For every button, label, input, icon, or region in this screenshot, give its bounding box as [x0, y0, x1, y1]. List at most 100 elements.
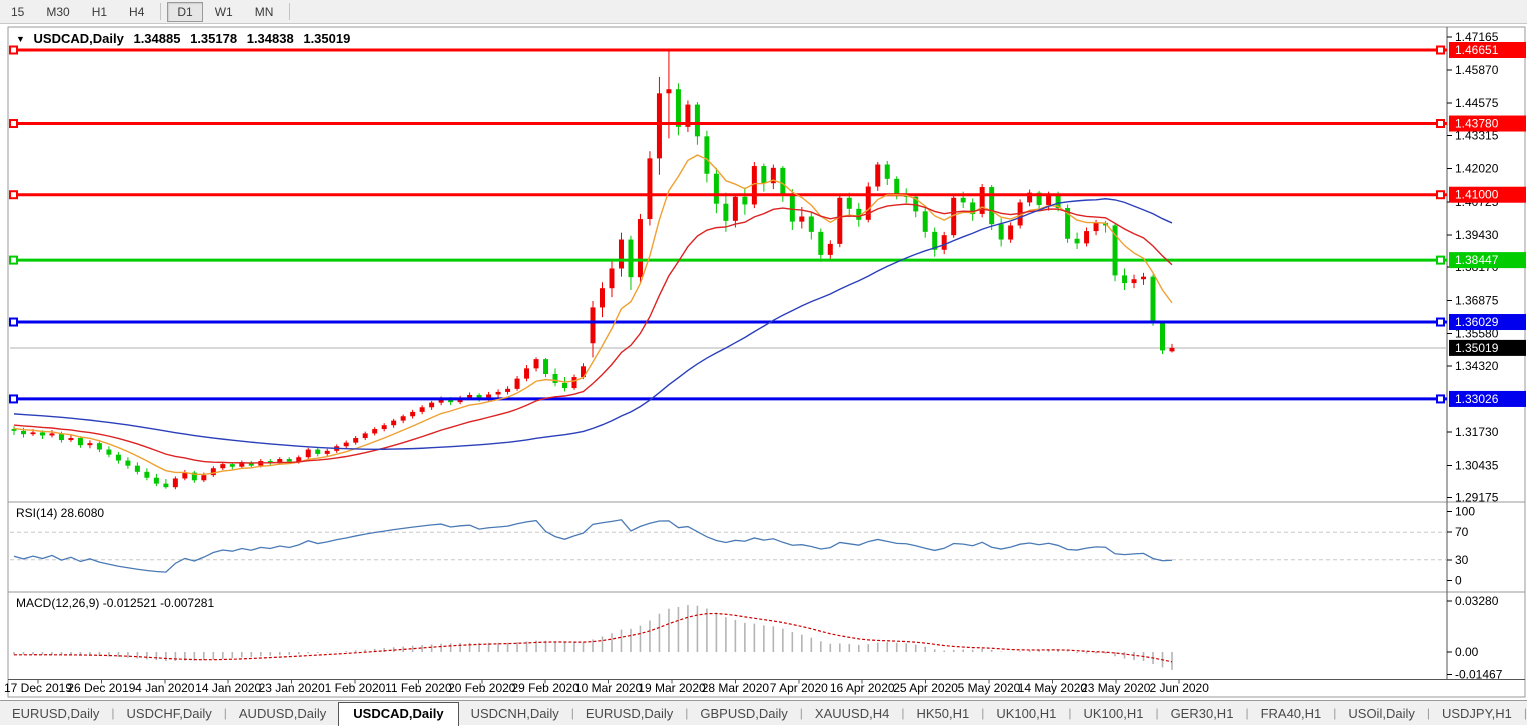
candle-body	[306, 450, 311, 458]
macd-signal-line	[14, 613, 1172, 661]
candle-body	[723, 204, 728, 221]
timeframe-m15-button[interactable]: 15	[1, 2, 34, 22]
ohlc-low: 1.34838	[247, 31, 294, 46]
line-handle[interactable]	[10, 47, 17, 54]
timeframe-h4-button[interactable]: H4	[119, 2, 154, 22]
tab-gbpusd-daily[interactable]: GBPUSD,Daily	[688, 703, 799, 725]
rsi-tick-label: 30	[1455, 553, 1469, 567]
line-handle[interactable]	[10, 120, 17, 127]
candle-body	[315, 450, 320, 454]
candle-body	[961, 198, 966, 203]
timeframe-w1-button[interactable]: W1	[205, 2, 243, 22]
rsi-tick-label: 70	[1455, 525, 1469, 539]
line-handle[interactable]	[10, 395, 17, 402]
line-handle[interactable]	[10, 319, 17, 326]
tab-eurusd-daily[interactable]: EURUSD,Daily	[574, 703, 685, 725]
line-handle[interactable]	[1437, 191, 1444, 198]
tab-usdjpy-h1[interactable]: USDJPY,H1	[1430, 703, 1524, 725]
candles-group[interactable]	[12, 49, 1175, 489]
chart-frame	[8, 27, 1525, 697]
line-handle[interactable]	[1437, 395, 1444, 402]
candle-body	[572, 377, 577, 388]
candle-body	[818, 232, 823, 255]
candle-body	[30, 432, 35, 434]
candle-body	[87, 443, 92, 445]
date-label: 1 Feb 2020	[325, 681, 386, 695]
line-handle[interactable]	[10, 191, 17, 198]
price-level-badge-text: 1.43780	[1455, 117, 1499, 131]
candle-body	[628, 240, 633, 278]
rsi-tick-label: 0	[1455, 574, 1462, 588]
candle-body	[591, 307, 596, 343]
candle-body	[894, 179, 899, 194]
line-handle[interactable]	[1437, 47, 1444, 54]
tab-uk100-h1[interactable]: UK100,H1	[1071, 703, 1155, 725]
timeframe-mn-button[interactable]: MN	[245, 2, 284, 22]
candle-body	[1122, 275, 1127, 283]
candle-body	[1008, 225, 1013, 239]
hlines-group	[10, 47, 1447, 403]
candle-body	[391, 421, 396, 426]
candle-body	[201, 475, 206, 480]
tab-hk50-h1[interactable]: HK50,H1	[904, 703, 981, 725]
candle-body	[989, 187, 994, 224]
date-label: 7 Apr 2020	[770, 681, 828, 695]
line-handle[interactable]	[1437, 257, 1444, 264]
tab-usdchf-daily[interactable]: USDCHF,Daily	[115, 703, 224, 725]
candle-body	[325, 451, 330, 454]
candle-body	[344, 443, 349, 447]
candle-body	[714, 174, 719, 204]
candle-body	[220, 464, 225, 468]
price-level-badge-text: 1.38447	[1455, 253, 1499, 267]
candle-body	[97, 443, 102, 449]
candle-body	[173, 478, 178, 487]
candle-body	[1170, 348, 1175, 351]
tab-ger30-h1[interactable]: GER30,H1	[1159, 703, 1246, 725]
tab-xauusd-h4[interactable]: XAUUSD,H4	[803, 703, 901, 725]
tab-usdcad-daily[interactable]: USDCAD,Daily	[338, 702, 458, 726]
tab-eurusd-daily[interactable]: EURUSD,Daily	[0, 703, 111, 725]
candle-body	[828, 244, 833, 255]
chart-header: ▼ USDCAD,Daily 1.34885 1.35178 1.34838 1…	[16, 31, 350, 46]
candle-body	[647, 158, 652, 219]
macd-indicator-label: MACD(12,26,9) -0.012521 -0.007281	[16, 596, 214, 610]
macd-tick-label: 0.00	[1455, 645, 1479, 659]
ohlc-close: 1.35019	[303, 31, 350, 46]
date-label: 23 May 2020	[1081, 681, 1151, 695]
timeframe-m30-button[interactable]: M30	[36, 2, 79, 22]
timeframe-h1-button[interactable]: H1	[82, 2, 117, 22]
candle-body	[496, 392, 501, 395]
candle-body	[230, 464, 235, 467]
price-tick-label: 1.31730	[1455, 425, 1499, 439]
chart-window-border	[8, 27, 1525, 697]
line-handle[interactable]	[1437, 120, 1444, 127]
candle-body	[154, 478, 159, 484]
line-handle[interactable]	[10, 257, 17, 264]
tab-uk100-h1[interactable]: UK100,H1	[984, 703, 1068, 725]
price-level-badge-text: 1.41000	[1455, 188, 1499, 202]
candle-body	[619, 240, 624, 269]
price-tick-label: 1.47165	[1455, 30, 1499, 44]
timeframe-d1-button[interactable]: D1	[167, 2, 202, 22]
candle-body	[211, 468, 216, 475]
date-label: 20 Feb 2020	[448, 681, 516, 695]
tab-usdcnh-daily[interactable]: USDCNH,Daily	[459, 703, 571, 725]
candle-body	[144, 472, 149, 478]
tab-audusd-daily[interactable]: AUDUSD,Daily	[227, 703, 338, 725]
tab-fra40-h1[interactable]: FRA40,H1	[1249, 703, 1334, 725]
candle-body	[638, 219, 643, 277]
price-tick-label: 1.29175	[1455, 491, 1499, 505]
candle-body	[1132, 279, 1137, 283]
line-handle[interactable]	[1437, 319, 1444, 326]
candle-body	[1141, 277, 1146, 280]
candle-body	[515, 379, 520, 389]
tab-usoil-daily[interactable]: USOil,Daily	[1336, 703, 1426, 725]
candle-body	[524, 368, 529, 378]
chart-dropdown-icon[interactable]: ▼	[16, 34, 25, 44]
macd-tick-label: -0.01467	[1455, 668, 1503, 682]
candle-body	[163, 484, 168, 488]
candle-body	[676, 89, 681, 127]
